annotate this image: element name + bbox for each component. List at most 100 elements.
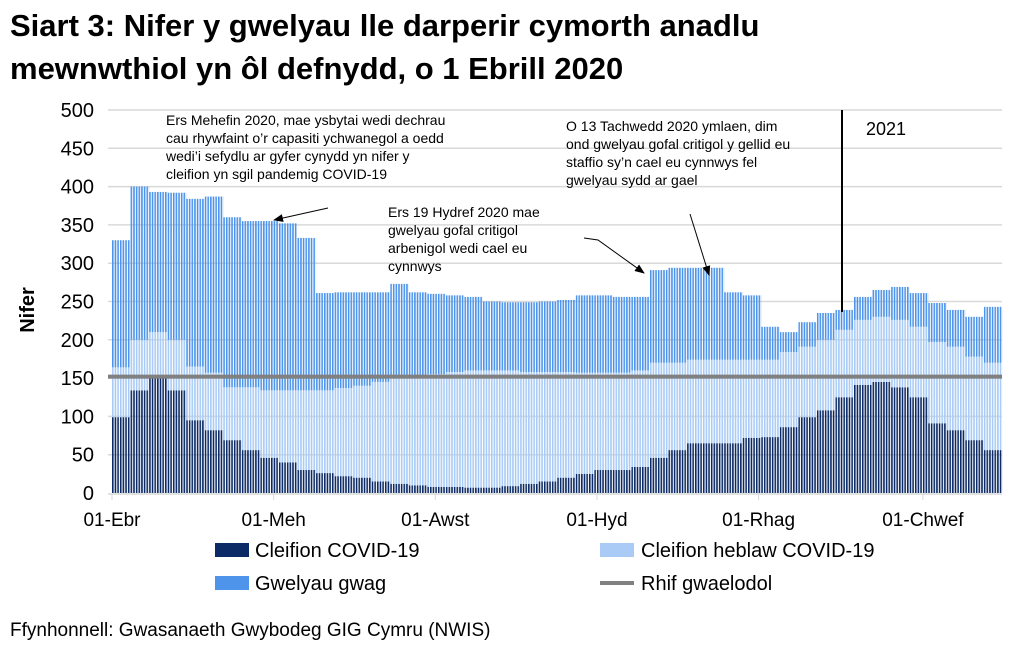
bar-empty [297, 237, 317, 391]
bar-covid [761, 437, 780, 493]
annotation-2: Ers 19 Hydref 2020 mae gwelyau gofal cri… [388, 204, 540, 274]
x-tick-label: 01-Meh [241, 510, 305, 531]
bar-non-covid [928, 342, 947, 424]
bar-covid [167, 390, 187, 493]
source-note: Ffynhonnell: Gwasanaeth Gwybodeg GIG Cym… [10, 620, 491, 641]
bar-non-covid [501, 370, 521, 487]
legend-label-covid: Cleifion COVID-19 [255, 540, 420, 562]
bar-empty [575, 295, 595, 373]
bar-covid [724, 443, 743, 493]
bar-empty [353, 292, 372, 386]
y-tick-label: 400 [61, 177, 94, 199]
bar-covid [278, 462, 298, 493]
bar-non-covid [872, 316, 892, 382]
bar-covid [779, 427, 799, 493]
y-tick-label: 450 [61, 138, 94, 160]
annotation-1-line: cau rhywfaint o’r capasiti ychwanegol a … [166, 130, 444, 146]
bar-covid [297, 470, 317, 493]
y-tick-label: 300 [61, 253, 94, 275]
bar-empty [538, 301, 558, 372]
bar-non-covid [371, 381, 391, 482]
x-tick-label: 01-Hyd [566, 510, 627, 531]
bar-empty [928, 303, 947, 343]
annotation-1: Ers Mehefin 2020, mae ysbytai wedi dechr… [165, 112, 445, 182]
bar-non-covid [167, 339, 187, 391]
bar-empty [835, 309, 854, 330]
y-axis-label: Nifer [17, 287, 39, 333]
bar-empty [260, 221, 279, 391]
bar-non-covid [408, 376, 428, 486]
bar-empty [390, 283, 409, 379]
bar-non-covid [983, 362, 1003, 451]
bar-empty [149, 191, 168, 333]
bar-non-covid [612, 372, 632, 471]
annotation-2-line: arbenigol wedi cael eu [388, 240, 527, 256]
bar-non-covid [798, 346, 817, 418]
bar-empty [649, 270, 669, 363]
x-tick-label: 01-Rhag [722, 510, 795, 531]
bar-non-covid [724, 359, 743, 444]
y-tick-label: 200 [61, 330, 94, 352]
annotation-3-line: staffio sy’n cael eu cynnwys fel [566, 154, 757, 170]
bar-empty [816, 312, 836, 340]
bar-covid [149, 378, 168, 493]
bar-empty [909, 293, 929, 327]
y-tick-label: 500 [61, 100, 94, 122]
bar-non-covid [316, 390, 335, 474]
bar-covid [594, 470, 613, 493]
bar-empty [724, 292, 743, 360]
bar-non-covid [965, 356, 984, 441]
bar-empty [668, 267, 688, 363]
bar-empty [946, 309, 966, 347]
bar-covid [816, 410, 836, 493]
bar-covid [464, 487, 483, 493]
bar-empty [983, 306, 1003, 363]
bar-non-covid [705, 359, 725, 444]
bar-non-covid [631, 370, 650, 467]
bar-empty [334, 292, 354, 389]
bar-empty [408, 292, 428, 377]
bar-empty [594, 295, 613, 373]
bar-covid [520, 483, 539, 493]
bar-non-covid [445, 371, 465, 487]
bar-covid [705, 443, 725, 493]
annotation-2-arrow [583, 237, 645, 274]
bar-non-covid [594, 372, 613, 471]
bar-covid [557, 477, 576, 493]
y-tick-label: 100 [61, 406, 94, 428]
x-axis: 01-Ebr 01-Meh 01-Awst 01-Hyd 01-Rhag 01-Chwef [83, 493, 1002, 531]
legend-swatch-covid [215, 543, 249, 557]
bar-covid [612, 470, 632, 493]
annotation-1-arrow [273, 207, 329, 222]
bar-empty [445, 295, 465, 372]
bar-non-covid [112, 367, 131, 418]
bar-covid [483, 487, 502, 493]
bar-covid [112, 417, 131, 493]
bar-non-covid [761, 359, 780, 438]
x-tick-label: 01-Awst [401, 510, 470, 531]
annotation-1-line: cleifion yn sgil pandemig COVID-19 [166, 166, 387, 182]
bar-covid [186, 420, 205, 493]
bar-empty [112, 240, 131, 368]
bar-covid [241, 450, 261, 493]
y-tick-label: 350 [61, 215, 94, 237]
bar-non-covid [687, 359, 706, 444]
bar-empty [501, 302, 521, 371]
bar-empty [761, 326, 780, 360]
bar-non-covid [946, 346, 966, 431]
bar-empty [631, 296, 650, 371]
title-line-1: Siart 3: Nifer y gwelyau lle darperir cy… [10, 8, 760, 43]
bar-non-covid [241, 387, 261, 451]
bar-covid [742, 437, 762, 493]
bar-empty [223, 217, 242, 388]
legend-label-baseline: Rhif gwaelodol [641, 573, 772, 595]
bar-empty [798, 322, 817, 347]
legend-swatch-empty [215, 576, 249, 590]
legend-label-empty: Gwelyau gwag [255, 573, 386, 595]
bar-non-covid [427, 374, 446, 487]
bar-covid [891, 387, 910, 493]
legend: Cleifion COVID-19 Cleifion heblaw COVID-… [215, 540, 874, 595]
bar-empty [204, 196, 224, 373]
bar-non-covid [668, 362, 688, 451]
bar-non-covid [891, 319, 910, 388]
